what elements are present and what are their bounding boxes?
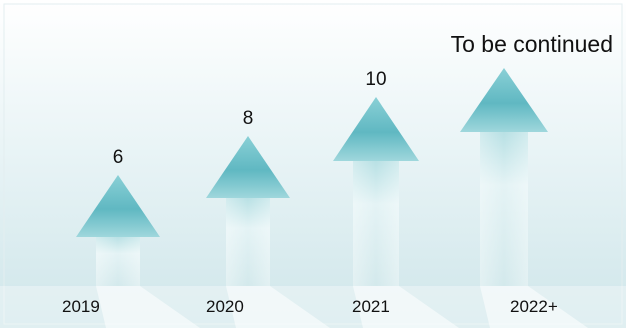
arrow-shaft-shine-2022+ [480,131,528,286]
year-label-2022+: 2022+ [510,297,558,316]
arrow-head-2021 [333,97,419,161]
arrow-reflection-2022+ [480,286,588,328]
arrow-reflection-2021 [353,286,459,328]
annotation-label-0: To be continued [451,31,613,57]
year-label-2020: 2020 [206,297,244,316]
year-label-2021: 2021 [352,297,390,316]
arrow-head-2022+ [460,68,548,132]
labels-layer: 6 2019 8 2020 10 2021 2022+ To be continued [62,31,613,316]
arrow-head-2019 [76,175,160,237]
arrow-head-2020 [206,136,290,198]
value-label-2021: 10 [365,69,386,90]
arrow-reflection-2019 [96,286,200,328]
arrows-layer [0,68,626,328]
value-label-2020: 8 [243,108,254,129]
year-label-2019: 2019 [62,297,100,316]
ground-band [0,286,626,328]
value-label-2019: 6 [113,147,124,168]
arrow-reflection-2020 [226,286,330,328]
arrow-shaft-shine-2020 [226,197,270,286]
arrow-shaft-shine-2019 [96,236,140,286]
arrow-shaft-shine-2021 [353,160,399,286]
